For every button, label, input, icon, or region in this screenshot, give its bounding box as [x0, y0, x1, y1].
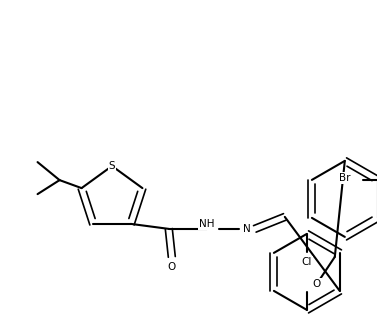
Text: N: N — [243, 224, 251, 234]
Text: NH: NH — [199, 219, 215, 229]
Text: Cl: Cl — [302, 257, 312, 267]
Text: O: O — [313, 279, 321, 289]
Text: Br: Br — [339, 173, 351, 183]
Text: S: S — [109, 161, 115, 171]
Text: O: O — [168, 262, 176, 272]
